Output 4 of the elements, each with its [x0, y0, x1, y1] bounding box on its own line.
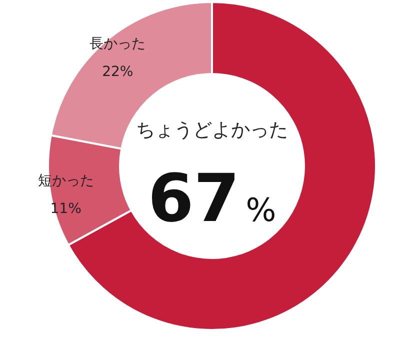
slice-label: 長かった [90, 36, 146, 52]
data-label: 22% [102, 64, 134, 80]
slice-label: ちょうどよかった [136, 119, 288, 141]
data-label: 67% [148, 160, 276, 237]
